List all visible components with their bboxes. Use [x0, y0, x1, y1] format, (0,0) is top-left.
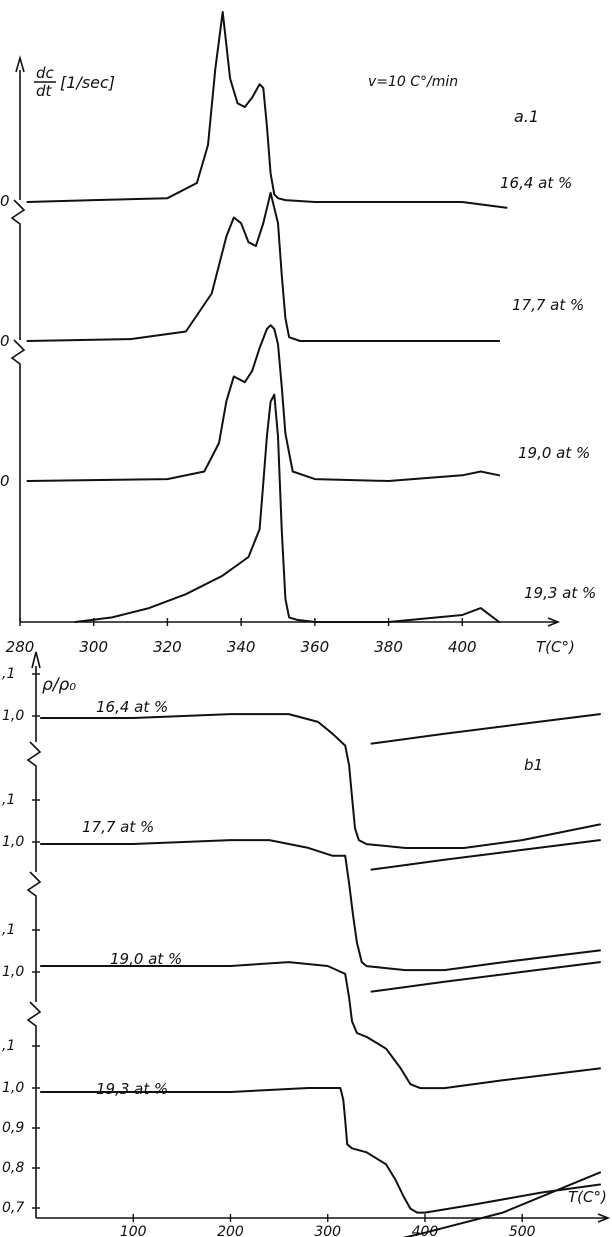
y-tick-label-b-9: 0,9 [2, 1120, 24, 1136]
panel-b-xlabel: T(C°) [568, 1188, 607, 1206]
series-label-a-3: 19,0 at % [518, 444, 590, 462]
y-tick-label-b-1: ,1 [2, 666, 15, 682]
series-label-a-2: 17,7 at % [512, 296, 584, 314]
x-tick-label-b-300: 300 [314, 1224, 341, 1237]
panel-b-ylabel: ρ/ρ₀ [42, 675, 76, 695]
series-label-a-4: 19,3 at % [524, 584, 596, 602]
panel-a-zero-label-2: 0 [0, 332, 10, 350]
series-line-a-2 [26, 191, 501, 342]
panel-a-y-axis-arrow [15, 55, 25, 73]
series-label-b-3: 19,0 at % [110, 950, 182, 968]
cooling-line-b-1 [370, 713, 601, 745]
panel-a-label: a.1 [514, 107, 539, 126]
y-tick-label-b-8: 1,0 [2, 1080, 24, 1096]
series-label-b-1: 16,4 at % [96, 698, 168, 716]
x-tick-label-a-340: 340 [227, 638, 256, 656]
series-label-a-1: 16,4 at % [500, 174, 572, 192]
y-tick-label-b-11: 0,7 [2, 1200, 24, 1216]
x-tick-label-b-200: 200 [217, 1224, 244, 1237]
series-line-a-1 [26, 11, 508, 209]
series-line-a-3 [26, 324, 501, 482]
y-tick-label-b-2: 1,0 [2, 708, 24, 724]
panel-a-zero-label-3: 0 [0, 472, 10, 490]
series-line-a-4 [74, 393, 501, 623]
series-label-b-4: 19,3 at % [96, 1080, 168, 1098]
y-tick-label-b-3: ,1 [2, 792, 15, 808]
series-line-b-4 [39, 1087, 601, 1214]
x-tick-label-a-300: 300 [79, 638, 108, 656]
panel-a-annotation: v=10 C°/min [368, 74, 458, 90]
panel-b-y-axis-arrow [31, 651, 41, 669]
cooling-line-b-2 [370, 839, 601, 871]
panel-b-y-axis [26, 666, 42, 1218]
x-tick-label-a-280: 280 [6, 638, 35, 656]
panel-b-x-axis-arrow [597, 1213, 611, 1223]
x-tick-label-a-400: 400 [448, 638, 477, 656]
series-line-b-1 [39, 713, 601, 849]
panel-a-xlabel: T(C°) [536, 638, 575, 656]
panel-a: 280 300 320 340 360 380 400 dc dt [1/sec] v=10… [0, 11, 596, 656]
cooling-line-b-3 [370, 961, 601, 993]
y-tick-label-b-4: 1,0 [2, 834, 24, 850]
series-line-b-3 [39, 961, 601, 1090]
panel-a-x-axis-arrow [547, 617, 561, 627]
x-tick-label-b-100: 100 [120, 1224, 147, 1237]
panel-a-ylabel-denominator: dt [36, 82, 53, 100]
series-label-b-2: 17,7 at % [82, 818, 154, 836]
series-line-b-2 [39, 839, 601, 972]
y-tick-label-b-6: 1,0 [2, 964, 24, 980]
y-tick-label-b-5: ,1 [2, 922, 15, 938]
x-tick-label-b-500: 500 [509, 1224, 536, 1237]
x-tick-label-a-380: 380 [374, 638, 403, 656]
y-tick-label-b-10: 0,8 [2, 1160, 24, 1176]
cooling-line-b-4 [402, 1171, 601, 1237]
panel-a-zero-label-1: 0 [0, 192, 10, 210]
panel-b: 100 200 300 400 500 ,11,0,11,0,11,0,11,00,90… [2, 651, 611, 1237]
panel-a-y-axis [10, 70, 26, 622]
panel-a-ylabel-numerator: dc [36, 64, 55, 82]
panel-b-label: b1 [524, 756, 543, 774]
y-tick-label-b-7: ,1 [2, 1038, 15, 1054]
x-tick-label-a-320: 320 [153, 638, 182, 656]
x-tick-label-a-360: 360 [301, 638, 330, 656]
panel-a-ylabel-unit: [1/sec] [60, 73, 115, 92]
